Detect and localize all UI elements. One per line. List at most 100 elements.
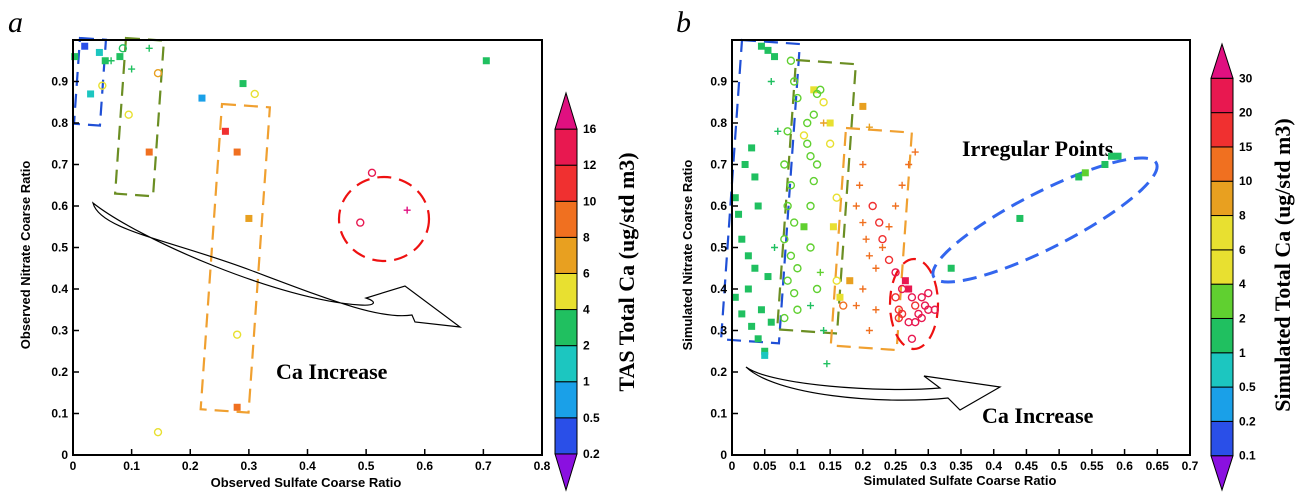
panel-b-point-square [735,210,743,218]
panel-b-point-circle [825,139,835,148]
panel-b-point-circle [917,293,926,302]
panel-a-colorbar-segment [554,272,578,311]
panel-b-colorbar-segment [1210,77,1234,114]
panel-a-y-tick-label: 0.2 [51,365,68,379]
panel-a-colorbar-bottom-triangle [554,453,578,492]
panel-b-point-circle [789,218,799,227]
panel-b-x-tick-label: 0.25 [884,459,908,473]
panel-b-point-square [761,347,769,355]
panel-a-plot-area [71,42,490,437]
panel-b-x-tick-label: 0.5 [1051,459,1068,473]
panel-a-point-square [145,148,153,156]
panel-b-point-circle [907,334,917,343]
panel-b-point-plus [767,78,775,85]
panel-b-colorbar-bottom-triangle [1210,455,1234,492]
panel-b-x-tick-label: 0 [729,459,736,473]
panel-a-point-circle [232,330,242,339]
panel-a-y-tick-label: 0.6 [51,199,68,213]
panel-b-orange-group-box [829,126,914,352]
panel-b-point-circle [780,160,789,169]
panel-b-colorbar: 0.1 0.2 0.5 1 2 4 6 8 10 15 20 30 [1210,42,1256,492]
panel-b-point-circle [894,313,904,323]
panel-b-point-plus [823,360,831,368]
panel-b-point-circle [780,234,789,244]
panel-a-colorbar-tick-label: 2 [583,339,590,353]
panel-a-colorbar-tick-label: 0.2 [583,447,600,461]
panel-b-point-circle [917,313,926,323]
panel-b-point-circle [806,201,815,211]
panel-a-x-tick-label: 0.5 [358,459,375,473]
panel-b-point-square [738,310,746,318]
panel-b-point-circle [832,193,841,202]
panel-b-point-plus [852,202,860,210]
panel-b-point-plus [771,244,779,251]
panel-b-point-square [1016,214,1024,222]
panel-b-colorbar-segment [1210,352,1234,388]
panel-a-y-axis-label: Observed Nitrate Coarse Ratio [18,161,33,350]
panel-b-colorbar-tick-label: 2 [1239,311,1246,325]
panel-b-point-circle [812,160,822,169]
panel-b-colorbar-segment [1210,146,1234,182]
panel-a-colorbar-segment [554,164,578,202]
panel-a-colorbar-tick-label: 10 [583,194,597,208]
panel-b-colorbar-label-text: Simulated Total Ca (ug/std m3) [1270,118,1295,411]
panel-a-point-square [101,57,109,65]
panel-b-point-plus [872,264,880,272]
panel-b-colorbar-tick-label: 1 [1239,346,1246,360]
panel-a-letter: a [8,6,23,39]
panel-a-point-plus [403,206,411,214]
panel-b-point-circle [786,251,796,261]
panel-b-y-tick-label: 0.9 [710,75,727,89]
panel-a-colorbar-label-text: TAS Total Ca (ug/std m3) [614,152,639,391]
panel-b-point-plus [859,285,867,293]
panel-b-y-tick-label: 0.4 [710,282,727,296]
panel-b-colorbar-tick-label: 0.2 [1239,414,1256,428]
panel-b: b Irregular Points Ca Increase 0 0.05 0.1 0… [676,6,1295,492]
panel-a-point-circle [118,44,128,53]
panel-a-increase-arrow [91,201,463,328]
panel-b-point-square [754,202,762,210]
panel-b-point-circle [832,276,841,285]
panel-b-y-tick-label: 0.7 [710,158,727,172]
panel-b-point-square [771,53,779,61]
panel-a-point-circle [153,68,163,78]
panel-b-point-circle [878,234,887,244]
panel-b-point-square [731,194,739,202]
panel-a-y-tick-label: 0.4 [51,282,68,296]
panel-b-point-circle [783,276,792,285]
panel-b-point-plus [774,127,782,135]
panel-b-y-tick-label: 0.5 [710,241,727,255]
panel-b-y-tick-label: 0.8 [710,116,727,130]
panel-b-point-square [761,351,769,359]
panel-b-point-square [757,42,765,50]
panel-b-point-square [810,86,818,94]
panel-b-point-square [829,223,837,231]
panel-b-point-square [748,322,756,330]
panel-b-plot-area [731,42,1122,368]
panel-b-point-square [744,252,752,260]
panel-b-point-square [754,335,762,343]
panel-a-colorbar-top-triangle [554,91,578,130]
panel-b-colorbar-segment [1210,180,1234,217]
panel-a-point-square [95,48,103,56]
panel-a-colorbar-tick-label: 4 [583,303,590,317]
panel-b-y-tick-label: 0.2 [710,365,727,379]
panel-b-point-plus [905,161,913,168]
panel-a-colorbar-segment [554,381,578,419]
panel-a: a Ca Increase 0 0.1 0.2 0.3 0.4 0.5 0.6 0.7 0.80… [8,6,639,492]
panel-a-point-square [233,148,241,156]
panel-b-point-circle [786,181,796,190]
panel-b-point-circle [789,77,799,86]
panel-a-colorbar-tick-label: 1 [583,375,590,389]
panel-a-point-square [198,94,206,102]
panel-b-x-tick-label: 0.35 [949,459,973,473]
panel-b-point-plus [807,302,815,310]
panel-b-point-square [744,285,752,293]
panel-b-frame [731,39,1191,456]
panel-a-colorbar-segment [554,236,578,274]
panel-a-colorbar-tick-label: 8 [583,230,590,244]
panel-a-y-tick-label: 0.5 [51,241,68,255]
panel-b-point-circle [806,151,815,161]
panel-b-point-plus [820,119,828,127]
panel-b-point-plus [878,244,886,251]
